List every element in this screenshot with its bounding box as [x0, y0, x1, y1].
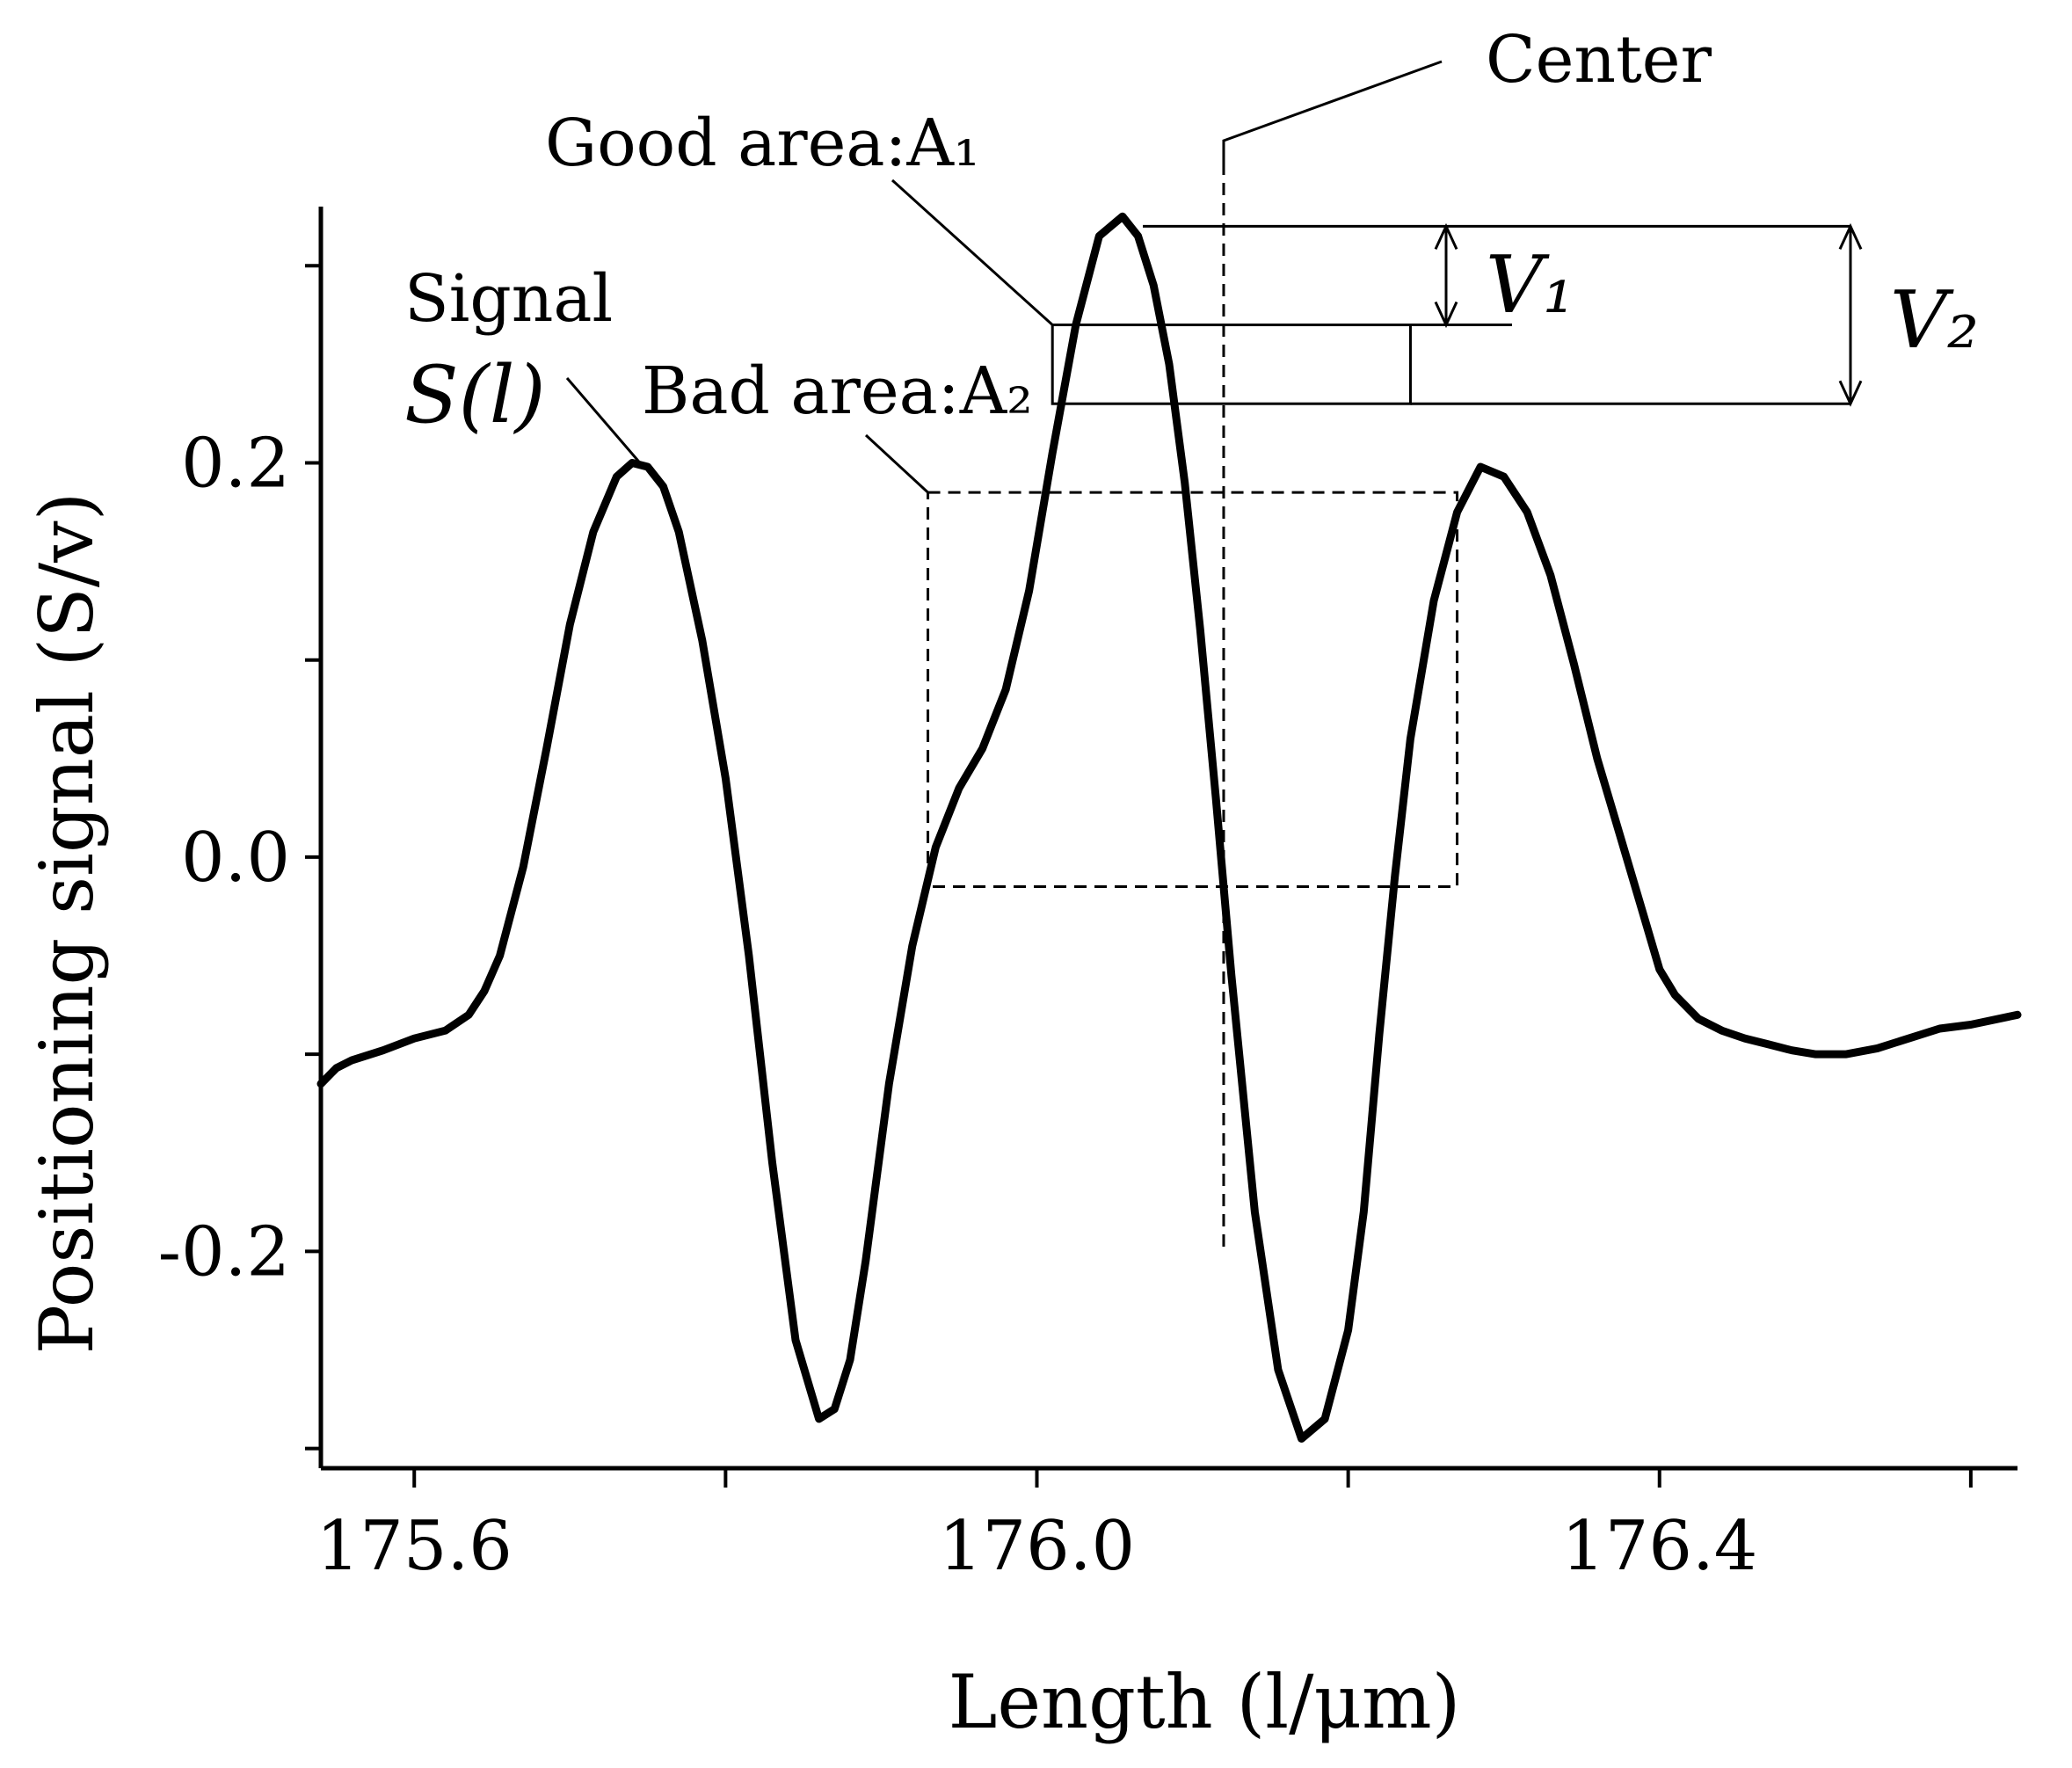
v1-arrow-head-top: [1434, 222, 1458, 251]
y-tick-label: 0.0: [181, 819, 290, 898]
good-area-annotation-label: Good area:A₁: [545, 105, 980, 181]
x-tick-label: 176.4: [1561, 1507, 1757, 1586]
y-tick-label: -0.2: [158, 1212, 290, 1291]
x-tick-label: 175.6: [316, 1507, 513, 1586]
bad-area-annotation-label: Bad area:A₂: [642, 353, 1033, 429]
x-axis-label: Length (l/μm): [949, 1659, 1461, 1745]
x-tick-label: 176.0: [939, 1507, 1135, 1586]
signal-annotation-label: Signal: [404, 261, 613, 337]
v2-arrow-head-bottom: [1838, 380, 1863, 407]
signal-leader-line: [565, 377, 642, 464]
annotations-layer: [565, 60, 1863, 1252]
good-area-rect: [1051, 324, 1412, 405]
signal-formula-label: S(l): [404, 349, 546, 441]
v1-annotation-label: V₁: [1486, 239, 1574, 331]
v1-arrow-head-bottom: [1434, 301, 1458, 329]
bad-area-leader-line: [864, 433, 929, 494]
axes-layer: 175.6 176.0 176.4 -0.2 0.0 0.2: [158, 207, 2017, 1586]
bad-area-rect: [927, 491, 1459, 889]
series-layer: [316, 212, 2022, 1443]
center-annotation-label: Center: [1486, 22, 1712, 98]
v2-arrow-head-top: [1838, 222, 1863, 251]
center-leader-line: [1222, 60, 1443, 163]
good-area-leader-line: [891, 178, 1054, 326]
signal-series-line: [316, 212, 2022, 1443]
v2-annotation-label: V₂: [1890, 274, 1979, 367]
y-axis-label: Positioning signal (S/v): [24, 492, 110, 1355]
y-tick-label: 0.2: [181, 424, 290, 503]
